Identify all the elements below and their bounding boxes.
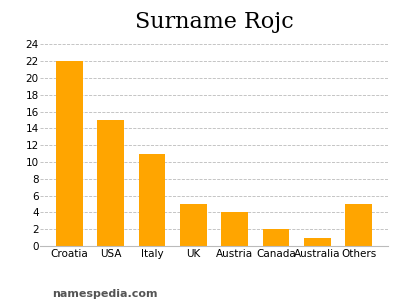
Bar bbox=[262, 229, 290, 246]
Text: namespedia.com: namespedia.com bbox=[52, 289, 158, 299]
Bar bbox=[304, 238, 331, 246]
Title: Surname Rojc: Surname Rojc bbox=[135, 11, 293, 33]
Bar bbox=[97, 120, 124, 246]
Bar bbox=[138, 154, 166, 246]
Bar bbox=[221, 212, 248, 246]
Bar bbox=[56, 61, 83, 246]
Bar bbox=[180, 204, 207, 246]
Bar bbox=[345, 204, 372, 246]
